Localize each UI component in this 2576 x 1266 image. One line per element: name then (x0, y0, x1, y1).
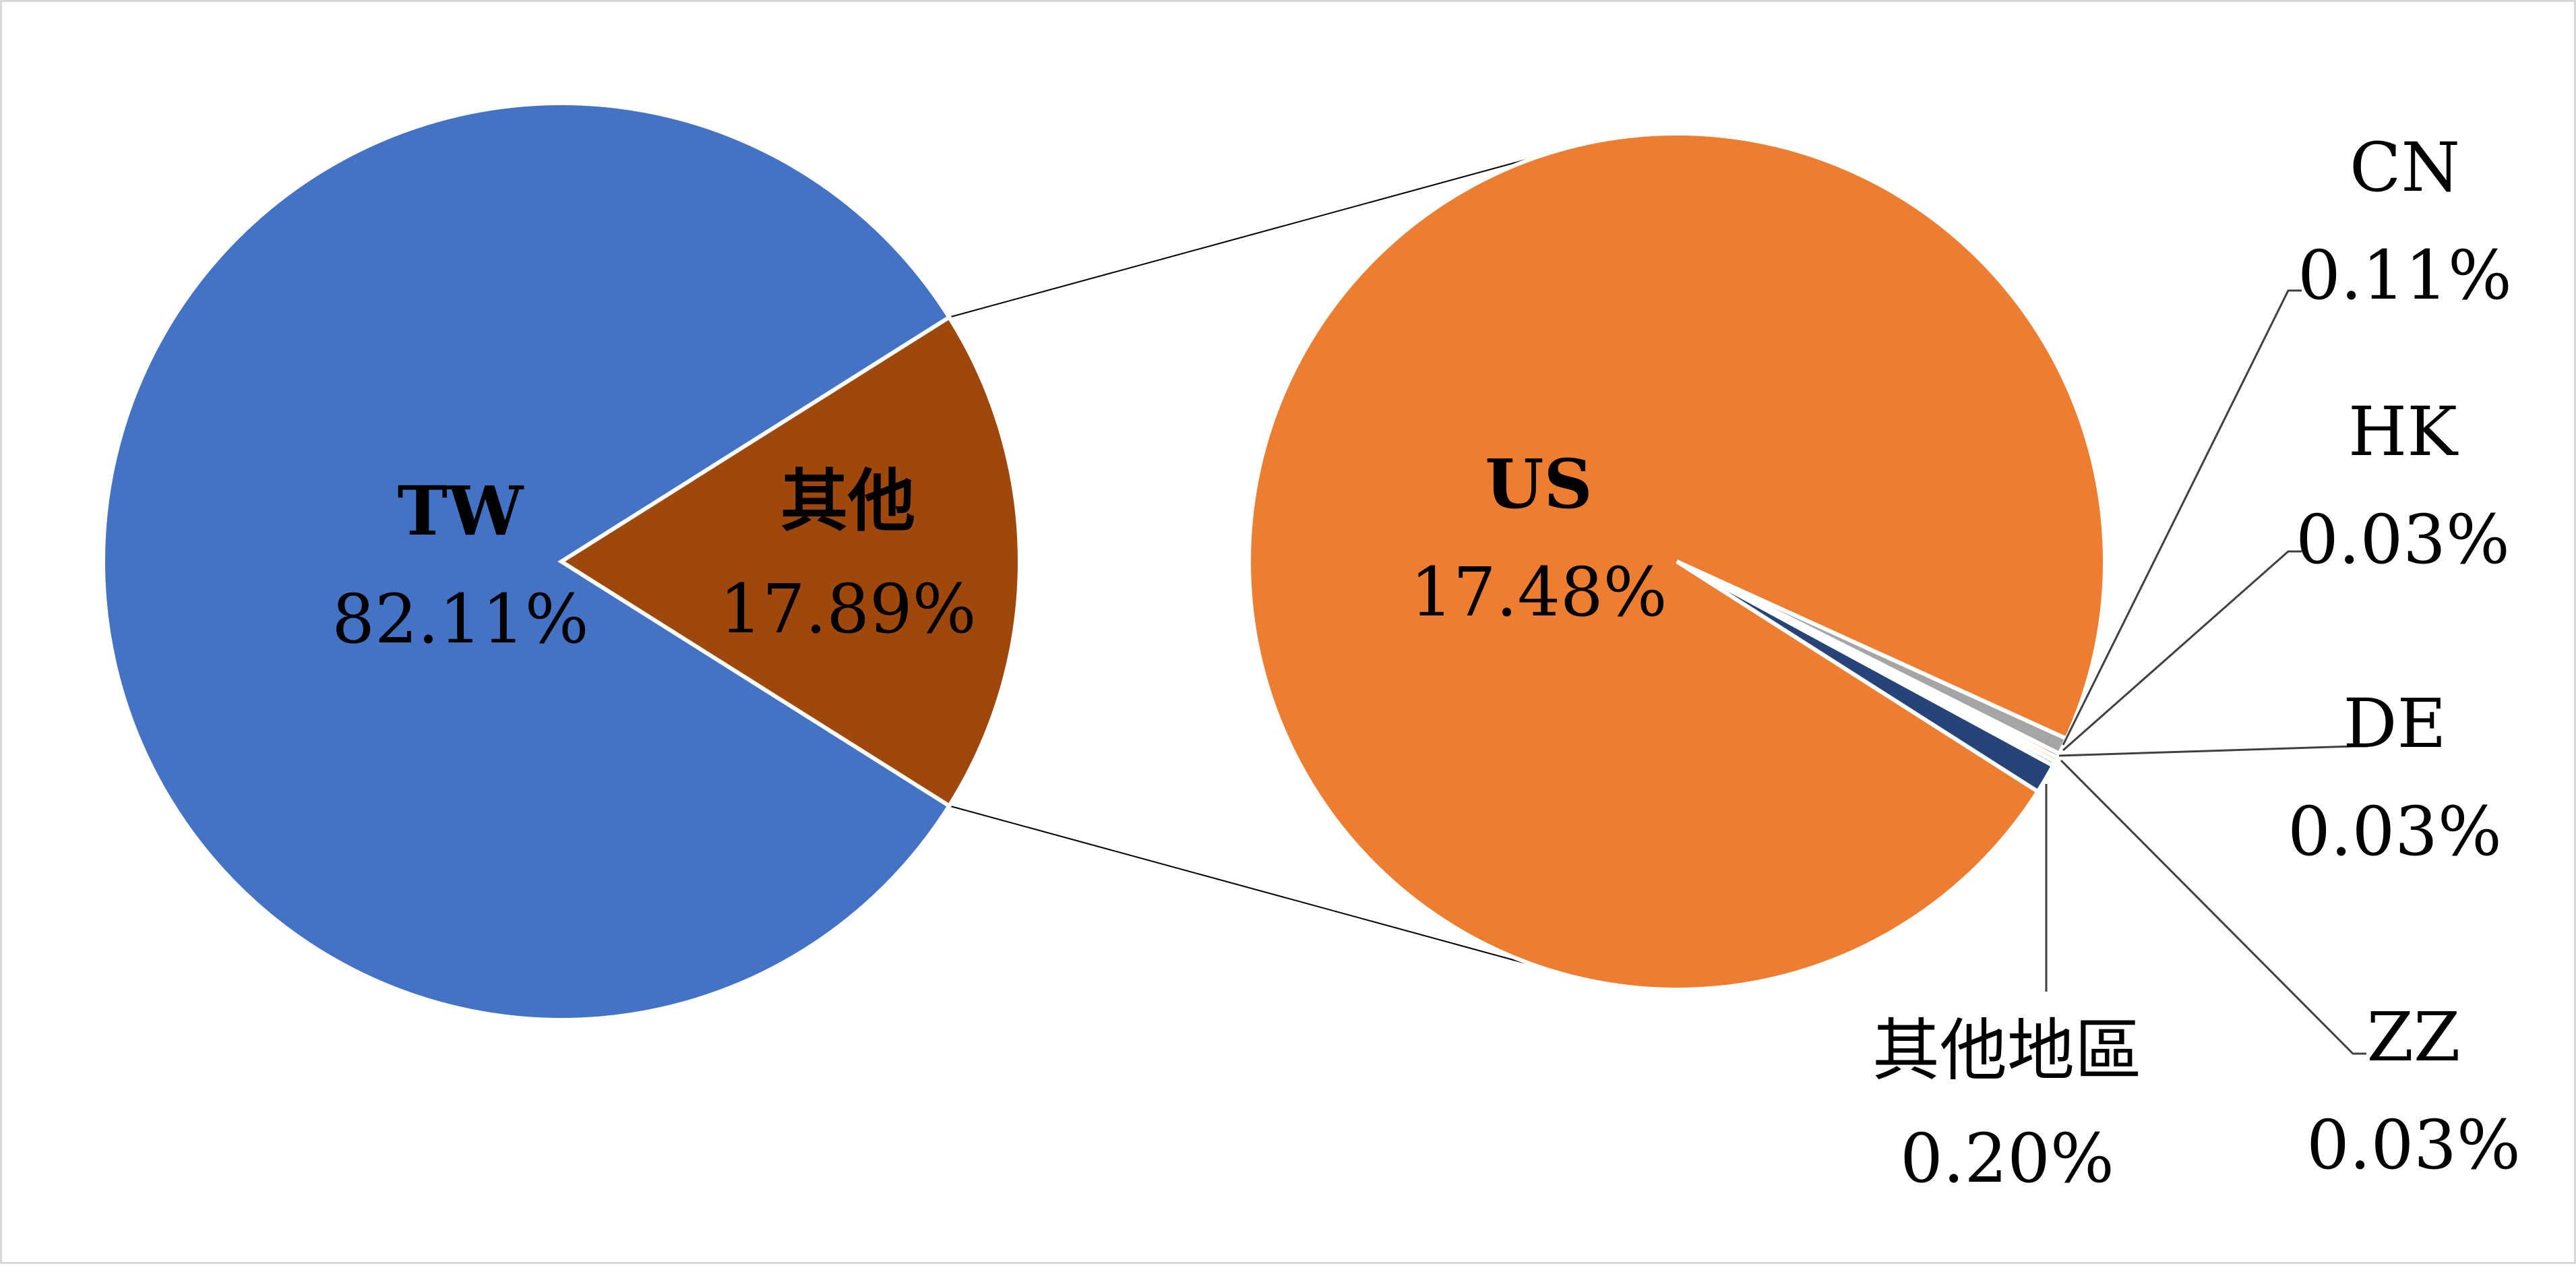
leader-lines (2045, 289, 2368, 1055)
leader-line-hk (2062, 550, 2302, 752)
secondary-us-label: US (1485, 444, 1592, 524)
main-other-1-label: 其他 (780, 461, 915, 541)
secondary-pie (1246, 131, 2107, 992)
main-slice-other-1 (557, 314, 1022, 809)
secondary-cn-label: CN (2350, 128, 2460, 207)
leader-line-cn (2062, 289, 2302, 746)
secondary-de-value-label: 0.03% (2288, 792, 2502, 871)
connector-line-bottom (949, 805, 1531, 965)
main-tw-label: TW (398, 471, 524, 551)
secondary-us-value-label: 17.48% (1410, 553, 1667, 632)
main-slice-tw (101, 101, 952, 1022)
leader-line-zz (2060, 759, 2366, 1055)
secondary-hk-label: HK (2348, 392, 2459, 471)
connector-lines (949, 158, 1531, 965)
secondary-de-label: DE (2343, 684, 2446, 763)
main-tw-value-label: 82.11% (332, 580, 588, 659)
secondary-hk-value-label: 0.03% (2296, 500, 2510, 579)
leader-line-de (2058, 745, 2368, 757)
main-pie (101, 101, 1022, 1022)
secondary-zz-value-label: 0.03% (2306, 1106, 2521, 1184)
connector-line-top (949, 158, 1531, 318)
secondary-zz-label: ZZ (2367, 998, 2461, 1077)
secondary-other-1-label: 其他地區 (1872, 1011, 2142, 1090)
secondary-other-1-value-label: 0.20% (1900, 1119, 2114, 1198)
secondary-cn-value-label: 0.11% (2298, 236, 2512, 315)
data-labels: TW 82.11% 其他 17.89% US 17.48% 其他地區 0.20% ZZ 0.03%… (332, 128, 2521, 1198)
main-other-1-value-label: 17.89% (719, 570, 976, 649)
